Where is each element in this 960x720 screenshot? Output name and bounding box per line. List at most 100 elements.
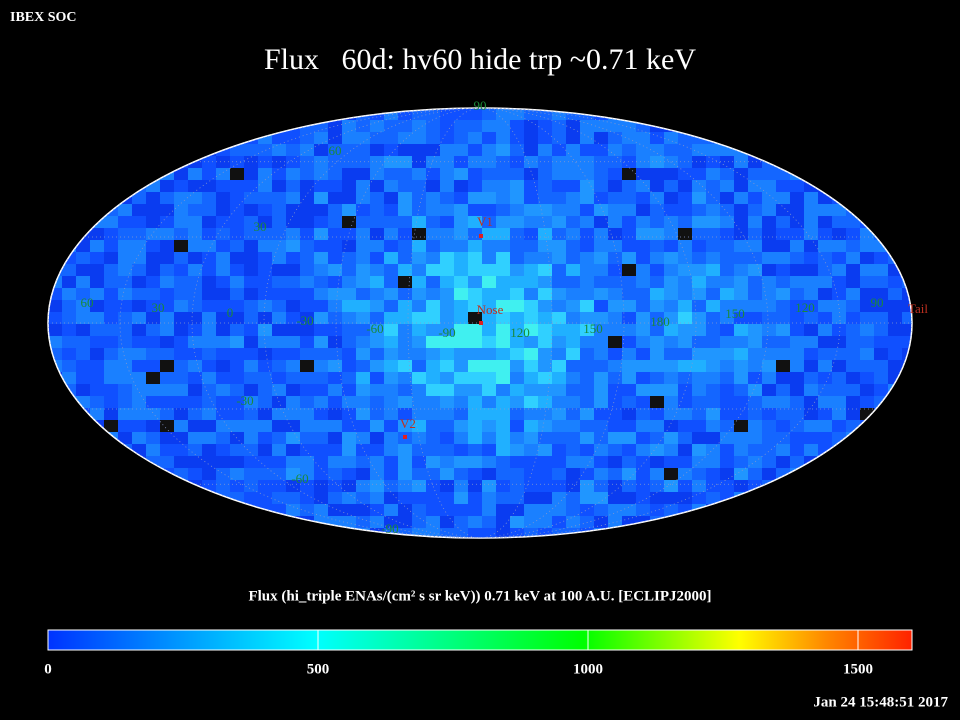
sky-cell [832,300,846,312]
sky-cell [818,420,832,432]
sky-cell [608,384,622,396]
sky-cell [174,480,188,492]
sky-cell [804,108,818,120]
sky-cell [664,264,678,276]
sky-cell [706,396,720,408]
sky-cell [384,288,398,300]
sky-cell [48,384,62,396]
sky-cell [48,108,62,120]
sky-cell [398,312,412,324]
sky-cell [776,252,790,264]
sky-cell [440,228,454,240]
sky-cell [342,432,356,444]
sky-cell [524,276,538,288]
sky-cell [174,396,188,408]
sky-cell [706,348,720,360]
sky-cell [720,408,734,420]
sky-cell [524,336,538,348]
sky-cell [76,444,90,456]
colorbar-title: Flux (hi_triple ENAs/(cm² s sr keV)) 0.7… [248,588,711,604]
sky-cell [90,324,104,336]
sky-cell [846,180,860,192]
sky-cell [440,420,454,432]
sky-cell [146,240,160,252]
sky-cell [398,516,412,528]
sky-cell [496,396,510,408]
sky-cell [244,360,258,372]
sky-cell [314,348,328,360]
sky-cell [286,420,300,432]
sky-cell [860,516,874,528]
sky-cell [874,444,888,456]
sky-cell [48,204,62,216]
sky-cell [300,288,314,300]
sky-cell [146,252,160,264]
sky-cell [272,492,286,504]
sky-cell [384,132,398,144]
sky-cell [272,432,286,444]
sky-cell [566,372,580,384]
sky-cell [174,360,188,372]
sky-cell [538,288,552,300]
sky-cell [160,372,174,384]
sky-cell [342,180,356,192]
sky-cell [426,240,440,252]
sky-cell [356,156,370,168]
marker-label: V1 [477,214,493,229]
sky-cell [370,468,384,480]
sky-cell [146,288,160,300]
sky-cell [552,528,566,538]
sky-cell [818,456,832,468]
sky-cell [748,372,762,384]
sky-cell [132,216,146,228]
sky-cell [538,528,552,538]
sky-cell [510,120,524,132]
sky-cell [594,432,608,444]
sky-cell [398,276,412,288]
sky-cell [314,132,328,144]
sky-cell [342,408,356,420]
sky-cell [384,228,398,240]
sky-cell [608,288,622,300]
sky-cell [76,204,90,216]
sky-cell [748,324,762,336]
sky-cell [76,504,90,516]
sky-cell [132,288,146,300]
sky-cell [188,108,202,120]
sky-cell [412,132,426,144]
sky-cell [706,288,720,300]
sky-cell [510,240,524,252]
sky-cell [734,120,748,132]
sky-cell [650,252,664,264]
sky-cell [622,252,636,264]
sky-cell [818,396,832,408]
sky-cell [174,168,188,180]
sky-cell [118,336,132,348]
sky-cell [874,216,888,228]
sky-cell [202,444,216,456]
sky-cell [510,312,524,324]
sky-cell [832,276,846,288]
sky-cell [902,336,912,348]
sky-cell [370,264,384,276]
sky-cell [720,396,734,408]
sky-cell [636,276,650,288]
sky-cell [678,324,692,336]
sky-cell [636,360,650,372]
sky-cell [104,132,118,144]
sky-cell [118,300,132,312]
sky-cell [440,516,454,528]
sky-cell [622,336,636,348]
sky-cell [818,264,832,276]
sky-cell [440,324,454,336]
sky-cell [720,252,734,264]
sky-cell [664,132,678,144]
sky-cell [48,516,62,528]
sky-cell [524,216,538,228]
sky-cell [706,384,720,396]
sky-cell [174,252,188,264]
sky-cell [692,288,706,300]
sky-cell [146,336,160,348]
sky-cell [524,156,538,168]
sky-cell [300,336,314,348]
